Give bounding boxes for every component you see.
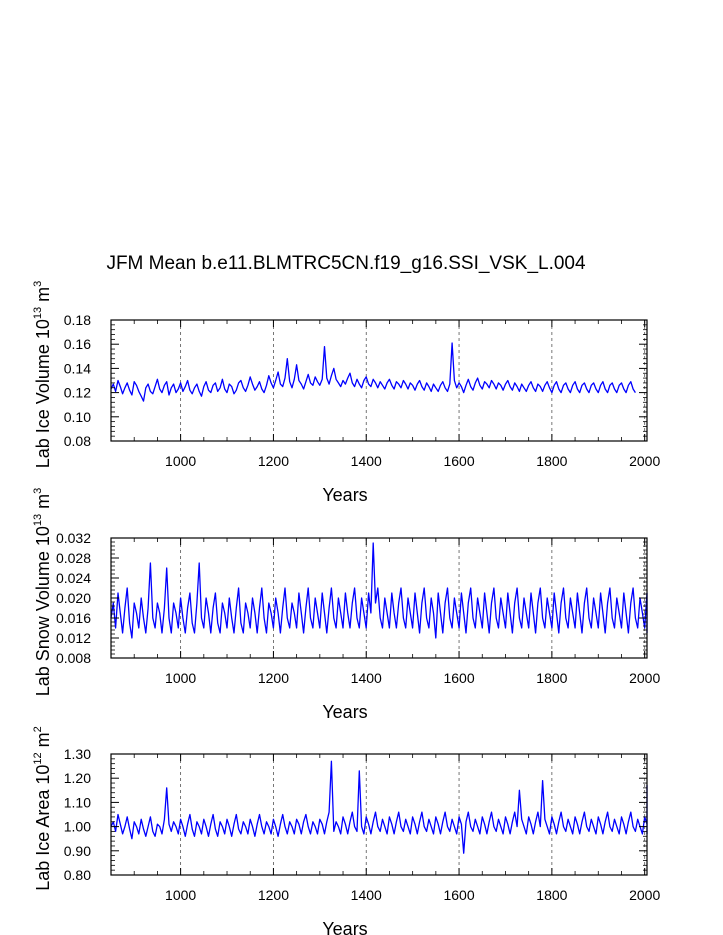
x-tick-label: 1200 [258,670,289,686]
y-tick-label: 1.20 [64,770,91,786]
series-line [110,342,636,402]
y-axis-label: Lab Snow Volume 1013 m3 [32,488,53,697]
x-tick-label: 1000 [165,887,196,903]
y-tick-label: 0.18 [64,312,91,328]
y-tick-label: 0.024 [56,570,91,586]
x-tick-label: 1000 [165,453,196,469]
plot-frame [110,319,648,442]
series-line [110,760,648,854]
x-tick-label: 1400 [351,887,382,903]
x-tick-label: 1800 [536,670,567,686]
plot-frame [110,753,648,876]
y-tick-label: 0.028 [56,550,91,566]
x-tick-label: 1600 [443,453,474,469]
x-tick-label: 1400 [351,453,382,469]
y-axis-label: Lab Ice Volume 1013 m3 [32,281,53,468]
x-tick-label: 1000 [165,670,196,686]
x-axis-label: Years [322,485,367,505]
x-tick-label: 1800 [536,887,567,903]
panel-2: 1000 1200 1400 1600 1800 2000 0.008 0.012 0.016 0… [32,488,660,722]
y-tick-label: 1.00 [64,819,91,835]
figure-title: JFM Mean b.e11.BLMTRC5CN.f19_g16.SSI_VSK… [106,253,586,274]
y-tick-label: 1.10 [64,794,91,810]
x-tick-label: 1200 [258,453,289,469]
x-tick-label: 1200 [258,887,289,903]
x-tick-label: 1400 [351,670,382,686]
y-tick-label: 0.016 [56,610,91,626]
x-tick-label: 1600 [443,670,474,686]
series-line [110,542,648,639]
y-tick-label: 0.10 [64,409,91,425]
y-tick-label: 0.12 [64,385,91,401]
y-axis-label: Lab Ice Area 1012 m2 [32,726,53,890]
x-axis-label: Years [322,919,367,935]
y-tick-label: 0.80 [64,867,91,883]
y-tick-label: 1.30 [64,746,91,762]
x-tick-label: 2000 [629,453,660,469]
y-tick-label: 0.16 [64,336,91,352]
x-tick-label: 1800 [536,453,567,469]
y-tick-label: 0.020 [56,590,91,606]
y-tick-label: 0.032 [56,530,91,546]
panel-1: 1000 1200 1400 1600 1800 2000 0.08 0.10 0.12 0.14… [32,281,660,505]
x-tick-label: 1600 [443,887,474,903]
x-tick-label: 2000 [629,887,660,903]
x-tick-label: 2000 [629,670,660,686]
x-axis-label: Years [322,702,367,722]
y-tick-label: 0.012 [56,630,91,646]
panel-3: 1000 1200 1400 1600 1800 2000 0.80 0.90 1.00 1.10… [32,726,660,935]
y-tick-label: 0.08 [64,433,91,449]
y-tick-label: 0.14 [64,360,91,376]
y-tick-label: 0.90 [64,843,91,859]
y-tick-label: 0.008 [56,650,91,666]
